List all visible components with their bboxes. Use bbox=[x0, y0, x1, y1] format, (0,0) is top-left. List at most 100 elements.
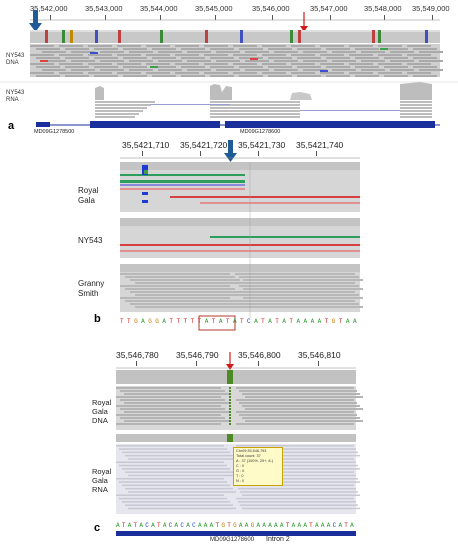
dna-read bbox=[59, 45, 83, 47]
dna-read bbox=[390, 51, 414, 53]
rna-read-c bbox=[242, 507, 360, 510]
rna-read-c bbox=[238, 474, 356, 477]
panel-letter-a: a bbox=[8, 120, 15, 132]
seq-b-base: A bbox=[268, 318, 272, 325]
dna-read bbox=[30, 54, 54, 56]
rna-read bbox=[400, 104, 432, 106]
rna-read-c bbox=[238, 501, 356, 503]
seq-c-base: C bbox=[145, 522, 149, 529]
seq-c-base: A bbox=[151, 522, 155, 529]
seq-b-base: A bbox=[141, 318, 145, 325]
seq-b-base: A bbox=[218, 318, 223, 325]
dna-read bbox=[100, 60, 124, 62]
dna-read bbox=[407, 63, 431, 65]
rna-read bbox=[210, 107, 300, 109]
dna-read bbox=[123, 57, 147, 59]
rna-read-c bbox=[119, 481, 227, 483]
rna-read bbox=[210, 113, 300, 115]
dna-read bbox=[268, 57, 292, 59]
seq-b-base: A bbox=[310, 318, 315, 325]
gs-read bbox=[135, 282, 245, 284]
seq-c-base: T bbox=[156, 522, 161, 529]
dna-read bbox=[100, 69, 124, 71]
rna-read bbox=[210, 110, 300, 112]
dna-read bbox=[94, 48, 118, 50]
seq-b-base: G bbox=[331, 318, 336, 325]
seq-b-base: C bbox=[247, 318, 251, 325]
dna-read bbox=[30, 45, 54, 47]
rna-read-c bbox=[240, 478, 358, 480]
dna-variant-c bbox=[229, 417, 231, 419]
rna-read bbox=[400, 113, 432, 115]
gene-block-left bbox=[36, 122, 50, 127]
dna-read bbox=[326, 48, 350, 50]
seq-b-base: A bbox=[232, 318, 237, 325]
gs-read bbox=[125, 276, 235, 278]
seq-c-base: C bbox=[180, 522, 184, 529]
dna-read bbox=[291, 63, 315, 65]
coord-a-tick-4 bbox=[272, 15, 273, 20]
dna-read-c bbox=[120, 408, 225, 410]
seq-b-base: A bbox=[345, 318, 350, 325]
rna-read-c bbox=[125, 487, 233, 490]
rna-read-c bbox=[242, 481, 360, 483]
dna-read bbox=[419, 60, 443, 62]
dna-read bbox=[239, 75, 263, 77]
dna-read bbox=[384, 57, 408, 59]
rna-read-c bbox=[236, 445, 354, 447]
seq-b-base: T bbox=[275, 318, 279, 325]
dna-read bbox=[129, 51, 153, 53]
panel-letter-c: c bbox=[94, 522, 101, 534]
rna-read-c bbox=[236, 484, 354, 487]
rna-read bbox=[95, 107, 147, 109]
dna-read bbox=[297, 57, 321, 59]
dna-read bbox=[204, 72, 228, 74]
dna-variant-c bbox=[229, 393, 231, 395]
seq-c-base: A bbox=[297, 522, 302, 529]
rna-read-c bbox=[240, 491, 358, 493]
dna-read bbox=[320, 63, 344, 65]
coord-a-6: 35,548,000 bbox=[364, 4, 402, 13]
dna-read bbox=[36, 75, 60, 77]
dna-read bbox=[384, 75, 408, 77]
coverage-variant-bar bbox=[298, 30, 301, 43]
dna-read-variant bbox=[250, 58, 258, 60]
coord-c-tick-2 bbox=[258, 361, 259, 366]
dna-read bbox=[320, 54, 344, 56]
coord-a-5: 35,547,000 bbox=[310, 4, 348, 13]
seq-b-base: T bbox=[338, 318, 343, 325]
seq-b-base: A bbox=[282, 318, 286, 325]
track-label-royal-gala-dna: Royal Gala DNA bbox=[92, 398, 112, 425]
dna-read bbox=[187, 51, 211, 53]
seq-b-base: A bbox=[296, 318, 301, 325]
dna-variant-c bbox=[229, 411, 231, 413]
rna-read bbox=[400, 101, 432, 103]
dna-read bbox=[320, 45, 344, 47]
dna-read bbox=[320, 72, 344, 74]
rna-read-c bbox=[125, 454, 233, 457]
dna-read bbox=[181, 48, 205, 50]
seq-c-base: A bbox=[127, 522, 132, 529]
dna-read bbox=[216, 60, 240, 62]
dna-read bbox=[59, 72, 83, 74]
dna-read bbox=[71, 60, 95, 62]
coord-a-2: 35,544,000 bbox=[140, 4, 178, 13]
dna-read bbox=[262, 72, 286, 74]
dna-read bbox=[378, 45, 402, 47]
coord-c-tick-0 bbox=[136, 361, 137, 366]
dna-read bbox=[158, 51, 182, 53]
seq-b-base: A bbox=[204, 318, 209, 325]
seq-c-base: C bbox=[332, 522, 337, 529]
coord-a-tick-7 bbox=[432, 15, 433, 20]
dna-read bbox=[65, 75, 89, 77]
dna-read bbox=[332, 51, 356, 53]
dna-read bbox=[413, 66, 437, 68]
dna-read bbox=[175, 63, 199, 65]
dna-read bbox=[181, 66, 205, 68]
seq-c-base: A bbox=[209, 522, 214, 529]
rna-read-c bbox=[128, 458, 236, 460]
gs-read bbox=[120, 273, 230, 275]
rna-splice-line bbox=[150, 104, 230, 105]
dna-read bbox=[146, 54, 170, 56]
coord-c-2: 35,546,800 bbox=[238, 350, 281, 360]
